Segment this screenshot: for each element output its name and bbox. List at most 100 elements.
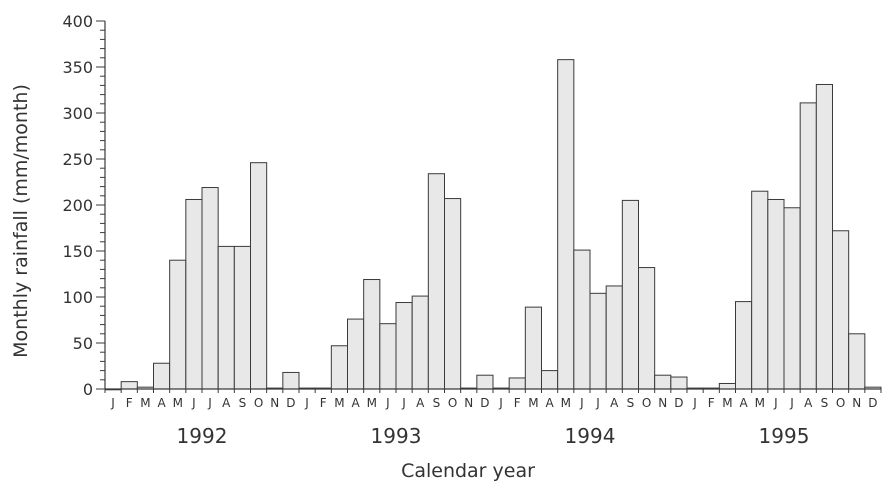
x-month-label: A	[610, 396, 619, 410]
x-year-label: 1995	[759, 424, 810, 448]
y-tick-label: 100	[62, 288, 93, 307]
bar	[783, 207, 801, 390]
bar	[233, 245, 252, 390]
x-month-label: J	[207, 396, 212, 410]
y-tick-label: 150	[62, 242, 93, 261]
y-tick-label: 250	[62, 150, 93, 169]
x-month-label: N	[658, 396, 667, 410]
x-month-label: N	[270, 396, 279, 410]
y-tick-label: 50	[73, 334, 93, 353]
bar	[621, 199, 640, 390]
bar	[735, 301, 753, 390]
bar	[799, 102, 817, 390]
bar	[217, 245, 235, 390]
x-month-label: M	[173, 396, 183, 410]
bar	[427, 173, 445, 390]
bar	[605, 285, 623, 390]
bar	[654, 374, 672, 390]
x-year-label: 1994	[565, 424, 616, 448]
bar	[508, 377, 526, 390]
x-month-label: S	[821, 396, 829, 410]
x-month-label: A	[739, 396, 748, 410]
bar	[282, 371, 300, 390]
x-month-label: D	[674, 396, 683, 410]
x-month-label: M	[528, 396, 538, 410]
bar	[476, 374, 494, 390]
bar	[573, 249, 591, 390]
bar	[832, 230, 850, 390]
x-month-label: A	[157, 396, 166, 410]
x-month-label: O	[836, 396, 845, 410]
y-tick-label: 350	[62, 58, 93, 77]
bar	[153, 362, 171, 390]
bar	[120, 381, 138, 390]
bar-group	[104, 59, 882, 391]
x-month-label: J	[498, 396, 503, 410]
bar	[169, 259, 187, 390]
x-year-label: 1992	[177, 424, 228, 448]
bar	[718, 382, 737, 390]
bar	[557, 59, 575, 390]
bar	[201, 187, 219, 390]
bar	[670, 376, 688, 390]
axes-group	[96, 20, 882, 393]
x-month-label: J	[773, 396, 778, 410]
bar	[411, 295, 429, 390]
x-month-label: J	[385, 396, 390, 410]
y-axis-title: Monthly rainfall (mm/month)	[10, 84, 32, 358]
x-month-label: J	[579, 396, 584, 410]
x-month-label: F	[126, 396, 133, 410]
x-month-label: J	[110, 396, 115, 410]
x-month-label: N	[852, 396, 861, 410]
bar	[848, 333, 866, 390]
bar	[347, 318, 365, 390]
bar	[379, 323, 397, 390]
x-month-label: S	[433, 396, 441, 410]
x-month-label: D	[480, 396, 489, 410]
bar	[767, 198, 785, 390]
bar	[751, 190, 769, 390]
x-axis-title: Calendar year	[401, 460, 535, 482]
x-month-label: F	[320, 396, 327, 410]
x-month-label: J	[401, 396, 406, 410]
bar	[444, 198, 462, 390]
x-month-label: J	[595, 396, 600, 410]
x-month-label: A	[351, 396, 360, 410]
x-month-label: D	[868, 396, 877, 410]
bar	[638, 267, 656, 390]
x-month-label: A	[222, 396, 231, 410]
x-month-label: M	[140, 396, 150, 410]
bar	[185, 198, 203, 390]
y-tick-label: 0	[83, 380, 93, 399]
x-month-label: O	[448, 396, 457, 410]
x-month-label: A	[545, 396, 554, 410]
x-month-label: O	[254, 396, 263, 410]
bar	[589, 292, 607, 390]
bar	[330, 345, 348, 390]
x-month-label: S	[239, 396, 247, 410]
y-tick-label: 300	[62, 104, 93, 123]
x-month-label: M	[367, 396, 377, 410]
x-month-label: M	[722, 396, 732, 410]
x-month-label: M	[561, 396, 571, 410]
x-month-label: J	[304, 396, 309, 410]
y-tick-label: 400	[62, 12, 93, 31]
x-month-label: M	[334, 396, 344, 410]
x-month-label: J	[789, 396, 794, 410]
bar	[395, 302, 413, 390]
x-month-label: N	[464, 396, 473, 410]
x-month-label: F	[708, 396, 715, 410]
x-month-label: J	[191, 396, 196, 410]
x-month-label: O	[642, 396, 651, 410]
x-month-label: S	[627, 396, 635, 410]
y-tick-label: 200	[62, 196, 93, 215]
x-month-label: J	[692, 396, 697, 410]
bar	[524, 306, 543, 390]
x-month-label: F	[514, 396, 521, 410]
bar	[363, 279, 381, 390]
bar	[815, 83, 834, 390]
bar	[250, 162, 268, 390]
x-month-label: A	[416, 396, 425, 410]
